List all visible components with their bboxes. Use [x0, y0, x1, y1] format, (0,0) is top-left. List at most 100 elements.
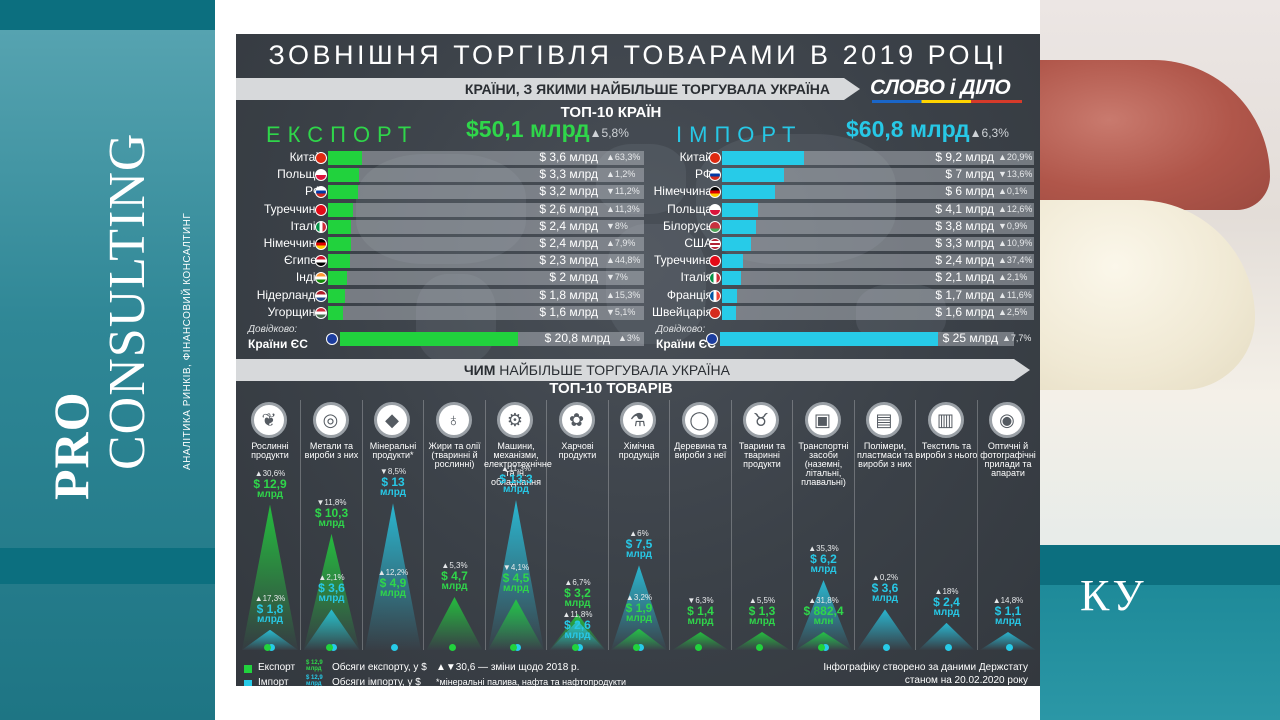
column-separator	[976, 400, 978, 650]
country-name: Угорщина	[267, 304, 322, 319]
product-unit: млрд	[318, 517, 345, 529]
bar-value-label: $ 2,3 млрд	[539, 253, 598, 268]
product-column: ♁ Жири та олії (тваринні й рослинні) ▲5,3%…	[425, 400, 486, 651]
product-change: ▲0,2%	[871, 573, 899, 583]
exp-bar	[328, 288, 346, 303]
country-name: Німеччина	[263, 236, 322, 250]
export-dot	[325, 644, 333, 651]
leaf-icon: ❦	[251, 402, 287, 438]
bar-value-label: $ 2,6 млрд	[539, 201, 598, 216]
oil-bottle-icon: ♁	[435, 402, 472, 438]
column-separator	[423, 400, 424, 650]
export-value-label: ▲5,5% $ 1,3 млрд	[728, 596, 796, 627]
map-shape-americas	[356, 154, 526, 264]
import-dot	[1006, 644, 1013, 651]
top-products-label: ТОП-10 ТОВАРІВ	[549, 380, 673, 397]
legend-import-swatch	[244, 680, 252, 686]
product-unit: млрд	[626, 549, 652, 561]
product-column: ♉ Тварини та тваринні продукти ▲5,5% $ 1,3 м…	[732, 400, 793, 651]
banner-products: ЧИМ НАЙБІЛЬШЕ ТОРГУВАЛА УКРАЇНА	[236, 359, 1030, 381]
flag-in-icon	[315, 272, 327, 285]
country-name: Туреччина	[654, 253, 712, 268]
banner-products-rest: НАЙБІЛЬШЕ ТОРГУВАЛА УКРАЇНА	[495, 362, 730, 378]
bus-icon: ▣	[804, 402, 841, 438]
bar-change-label: ▲10,9%	[998, 238, 1033, 248]
logo-text: СЛОВО і ДІЛО	[870, 76, 1011, 99]
product-amount: $ 1,3	[748, 604, 776, 618]
slide-left-panel	[0, 0, 215, 720]
bar-value-label: $ 2 млрд	[549, 270, 598, 285]
product-name: Харчові продукти	[558, 441, 597, 460]
product-unit: млрд	[257, 613, 283, 625]
legend-change-note: ▲▼30,6 — зміни щодо 2018 р.	[436, 662, 580, 673]
product-amount: $ 4,9	[379, 576, 407, 590]
bar-change-label: ▲2,5%	[998, 306, 1028, 317]
import-dot	[575, 644, 583, 651]
map-shape-europe	[596, 144, 686, 214]
legend-source-line1: Інфографіку створено за даними Держстату	[823, 662, 1028, 673]
import-total-value: $60,8 млрд	[846, 116, 970, 142]
product-amount: $ 13	[381, 475, 405, 490]
export-dot	[817, 644, 825, 651]
imp-row: Швейцарія $ 1,6 млрд ▲2,5%	[636, 304, 1040, 322]
bar-change-label: ▼7%	[606, 272, 628, 283]
import-dot	[944, 644, 952, 651]
product-amount: $ 7,5	[625, 537, 653, 552]
product-amount: $ 1,9	[625, 600, 653, 615]
slide-right-photo: КУ	[1040, 0, 1280, 720]
bar-change-label: ▲12,6%	[998, 203, 1033, 214]
export-value-label: ▼6,3% $ 1,4 млрд	[667, 596, 735, 627]
food-icon: ✿	[558, 402, 595, 438]
bar-track	[722, 219, 1034, 234]
product-name: Рослинні продукти	[251, 441, 289, 460]
product-column: ◉ Оптичні й фотографічні прилади та апара…	[978, 400, 1038, 651]
column-separator	[915, 400, 916, 650]
product-change: ▲30,6%	[254, 468, 286, 478]
product-amount: $ 1,8	[256, 601, 284, 616]
chemistry-flask-icon: ⚗	[620, 402, 656, 438]
bar-track	[328, 151, 644, 165]
country-name: РФ	[305, 184, 322, 199]
eu-export-value: $ 20,8 млрд	[544, 331, 610, 345]
product-name: Полімери, пластмаси та вироби з них	[857, 441, 913, 469]
import-dot	[637, 644, 644, 651]
extra-value-label: ▲12,2% $ 4,9 млрд	[359, 568, 427, 599]
right-band-text: КУ	[1080, 571, 1148, 620]
brand-tagline: АНАЛІТИКА РИНКІВ, ФІНАНСОВИЙ КОНСАЛТИНГ	[182, 212, 193, 470]
imp-row: США $ 3,3 млрд ▲10,9%	[636, 235, 1040, 253]
bar-change-label: ▲44,8%	[606, 255, 641, 266]
country-name: Китай	[289, 150, 322, 164]
country-name: Туреччина	[264, 201, 322, 216]
bar-value-label: $ 3,2 млрд	[539, 184, 598, 199]
bar-value-label: $ 3,3 млрд	[539, 167, 598, 182]
exp-row: Індія $ 2 млрд ▼7%	[246, 269, 646, 287]
exp-row: Польща $ 3,3 млрд ▲1,2%	[246, 166, 646, 184]
import-label: ІМПОРТ	[676, 122, 803, 147]
product-name: Метали та вироби з них	[304, 441, 359, 460]
product-unit: млрд	[810, 564, 837, 576]
bar-track	[328, 185, 644, 200]
logo-underline	[872, 100, 1022, 103]
product-name: Мінеральні продукти*	[369, 441, 417, 460]
import-value-label: ▲14,8% $ 1,1 млрд	[974, 596, 1040, 627]
import-value-label: ▲18% $ 2,4 млрд	[913, 587, 981, 618]
imp-row: Китай $ 9,2 млрд ▲20,9%	[636, 149, 1040, 167]
import-value-label: ▲11,8% $ 2,6 млрд	[544, 610, 612, 641]
imp-bar	[722, 185, 776, 200]
product-change: ▲5,5%	[748, 596, 776, 605]
product-column: ⚙ Машини, механізми, електротехнічне та і…	[484, 400, 552, 651]
import-dot	[821, 644, 829, 651]
infographic-panel: ЗОВНІШНЯ ТОРГІВЛЯ ТОВАРАМИ В 2019 РОЦІ К…	[236, 34, 1040, 686]
eu-flag-icon	[706, 333, 718, 345]
country-name: Китай	[679, 150, 712, 164]
product-amount: $ 3,6	[871, 581, 899, 596]
import-total: $60,8 млрд▲6,3%	[846, 116, 1009, 143]
exp-bar	[328, 202, 353, 217]
bar-change-label: ▲1,2%	[606, 169, 636, 180]
bar-track	[328, 305, 644, 320]
eu-import-row: Довідково: Країни ЄС $ 25 млрд ▲7,7%	[656, 324, 1040, 354]
product-change: ▲17,3%	[254, 593, 286, 603]
product-change: ▼11,8%	[316, 497, 347, 507]
bar-value-label: $ 1,8 млрд	[539, 287, 598, 302]
import-dot	[268, 644, 275, 651]
